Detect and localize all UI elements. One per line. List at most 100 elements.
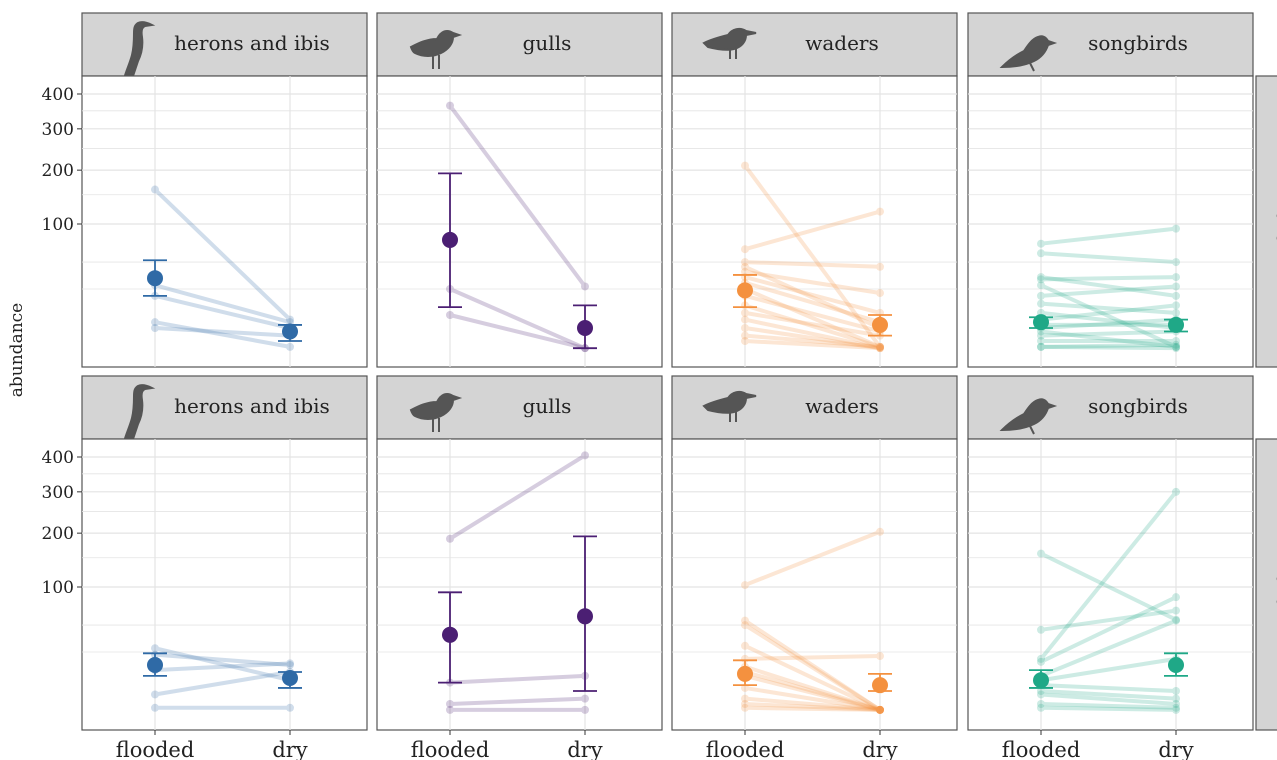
- mean-point: [1168, 657, 1184, 673]
- site-point: [876, 705, 884, 714]
- site-point: [1172, 703, 1180, 712]
- site-segment: [743, 618, 882, 712]
- site-line: [1037, 273, 1180, 284]
- site-segment: [743, 264, 882, 330]
- wader-icon: [702, 390, 757, 422]
- site-segment: [1039, 301, 1178, 315]
- plot-area: [376, 438, 663, 731]
- y-tick-label: 200: [42, 161, 74, 181]
- site-segment: [1039, 692, 1178, 706]
- site-line: [446, 451, 589, 543]
- y-axis-2016: 100 200 300 400: [42, 448, 82, 598]
- site-point: [876, 344, 884, 353]
- site-segment: [1039, 283, 1178, 349]
- site-point: [1037, 249, 1045, 258]
- site-segment: [153, 187, 292, 322]
- y-tick-label: 300: [42, 483, 74, 503]
- site-point: [1037, 331, 1045, 340]
- site-segment: [743, 705, 882, 712]
- site-segment: [743, 317, 882, 351]
- site-point: [151, 703, 159, 712]
- site-point: [1172, 342, 1180, 351]
- site-segment: [1039, 226, 1178, 246]
- site-line: [1037, 549, 1180, 624]
- mean-point: [872, 316, 888, 333]
- site-line: [1037, 703, 1180, 714]
- site-point: [151, 185, 159, 194]
- site-segment: [1039, 275, 1178, 298]
- site-segment: [153, 661, 292, 673]
- panel-2016-gulls: gulls: [376, 375, 663, 731]
- site-point: [286, 661, 294, 669]
- site-point: [876, 705, 884, 714]
- site-point: [1037, 342, 1045, 351]
- site-segment: [743, 673, 882, 712]
- site-point: [741, 245, 749, 254]
- mean-point: [442, 626, 458, 643]
- site-segment: [743, 654, 882, 661]
- site-segment: [1039, 251, 1178, 265]
- plot-area: [81, 438, 368, 731]
- site-line: [1037, 273, 1180, 300]
- y-tick-label: 400: [42, 448, 74, 468]
- site-point: [741, 641, 749, 650]
- site-point: [1172, 615, 1180, 624]
- y-tick-label: 300: [42, 120, 74, 140]
- site-line: [1037, 700, 1180, 712]
- site-segment: [743, 275, 882, 315]
- site-point: [581, 705, 589, 714]
- strip-label: waders: [805, 394, 879, 418]
- site-segment: [743, 333, 882, 349]
- site-segment: [1039, 683, 1178, 693]
- x-tick-label: dry: [272, 738, 307, 760]
- site-point: [446, 101, 454, 110]
- site-point: [151, 318, 159, 327]
- site-point: [876, 705, 884, 714]
- site-line: [446, 705, 589, 714]
- site-segment: [1039, 284, 1178, 298]
- site-point: [876, 705, 884, 714]
- site-point: [1037, 337, 1045, 345]
- site-segment: [1039, 329, 1178, 338]
- x-tick-label: dry: [862, 738, 897, 760]
- panel-2015-waders: waders: [671, 12, 958, 368]
- mean-point: [282, 670, 298, 686]
- gridlines: [672, 76, 957, 367]
- plot-area: [376, 75, 663, 368]
- mean-point: [147, 657, 163, 673]
- mean-point: [442, 231, 458, 248]
- site-segment: [448, 313, 587, 351]
- site-segment: [743, 669, 882, 712]
- site-point: [1172, 340, 1180, 349]
- site-line: [741, 621, 884, 714]
- site-point: [151, 644, 159, 653]
- site-line: [741, 315, 884, 353]
- site-point: [1037, 281, 1045, 290]
- site-point: [876, 705, 884, 714]
- site-line: [446, 311, 589, 353]
- site-point: [876, 344, 884, 353]
- site-line: [741, 703, 884, 714]
- site-point: [876, 342, 884, 351]
- row-strip-label: 2015: [1272, 199, 1277, 245]
- site-point: [1172, 291, 1180, 300]
- site-line: [741, 700, 884, 714]
- panel-2016-songbirds: songbirds: [967, 375, 1254, 731]
- panel-2015-gulls: gulls: [376, 12, 663, 368]
- site-segment: [1039, 329, 1178, 349]
- strip-label: herons and ibis: [174, 394, 330, 418]
- site-segment: [743, 163, 882, 349]
- site-line: [1037, 282, 1180, 300]
- x-tick-label: dry: [1158, 738, 1193, 760]
- site-point: [1172, 694, 1180, 703]
- site-point: [1037, 342, 1045, 351]
- site-point: [151, 690, 159, 699]
- site-line: [741, 324, 884, 353]
- row-strips: 2015 2016: [1255, 75, 1277, 731]
- site-point: [1037, 703, 1045, 712]
- site-line: [1037, 224, 1180, 248]
- site-segment: [743, 664, 882, 712]
- site-point: [1172, 258, 1180, 267]
- site-segment: [743, 623, 882, 712]
- site-line: [741, 527, 884, 590]
